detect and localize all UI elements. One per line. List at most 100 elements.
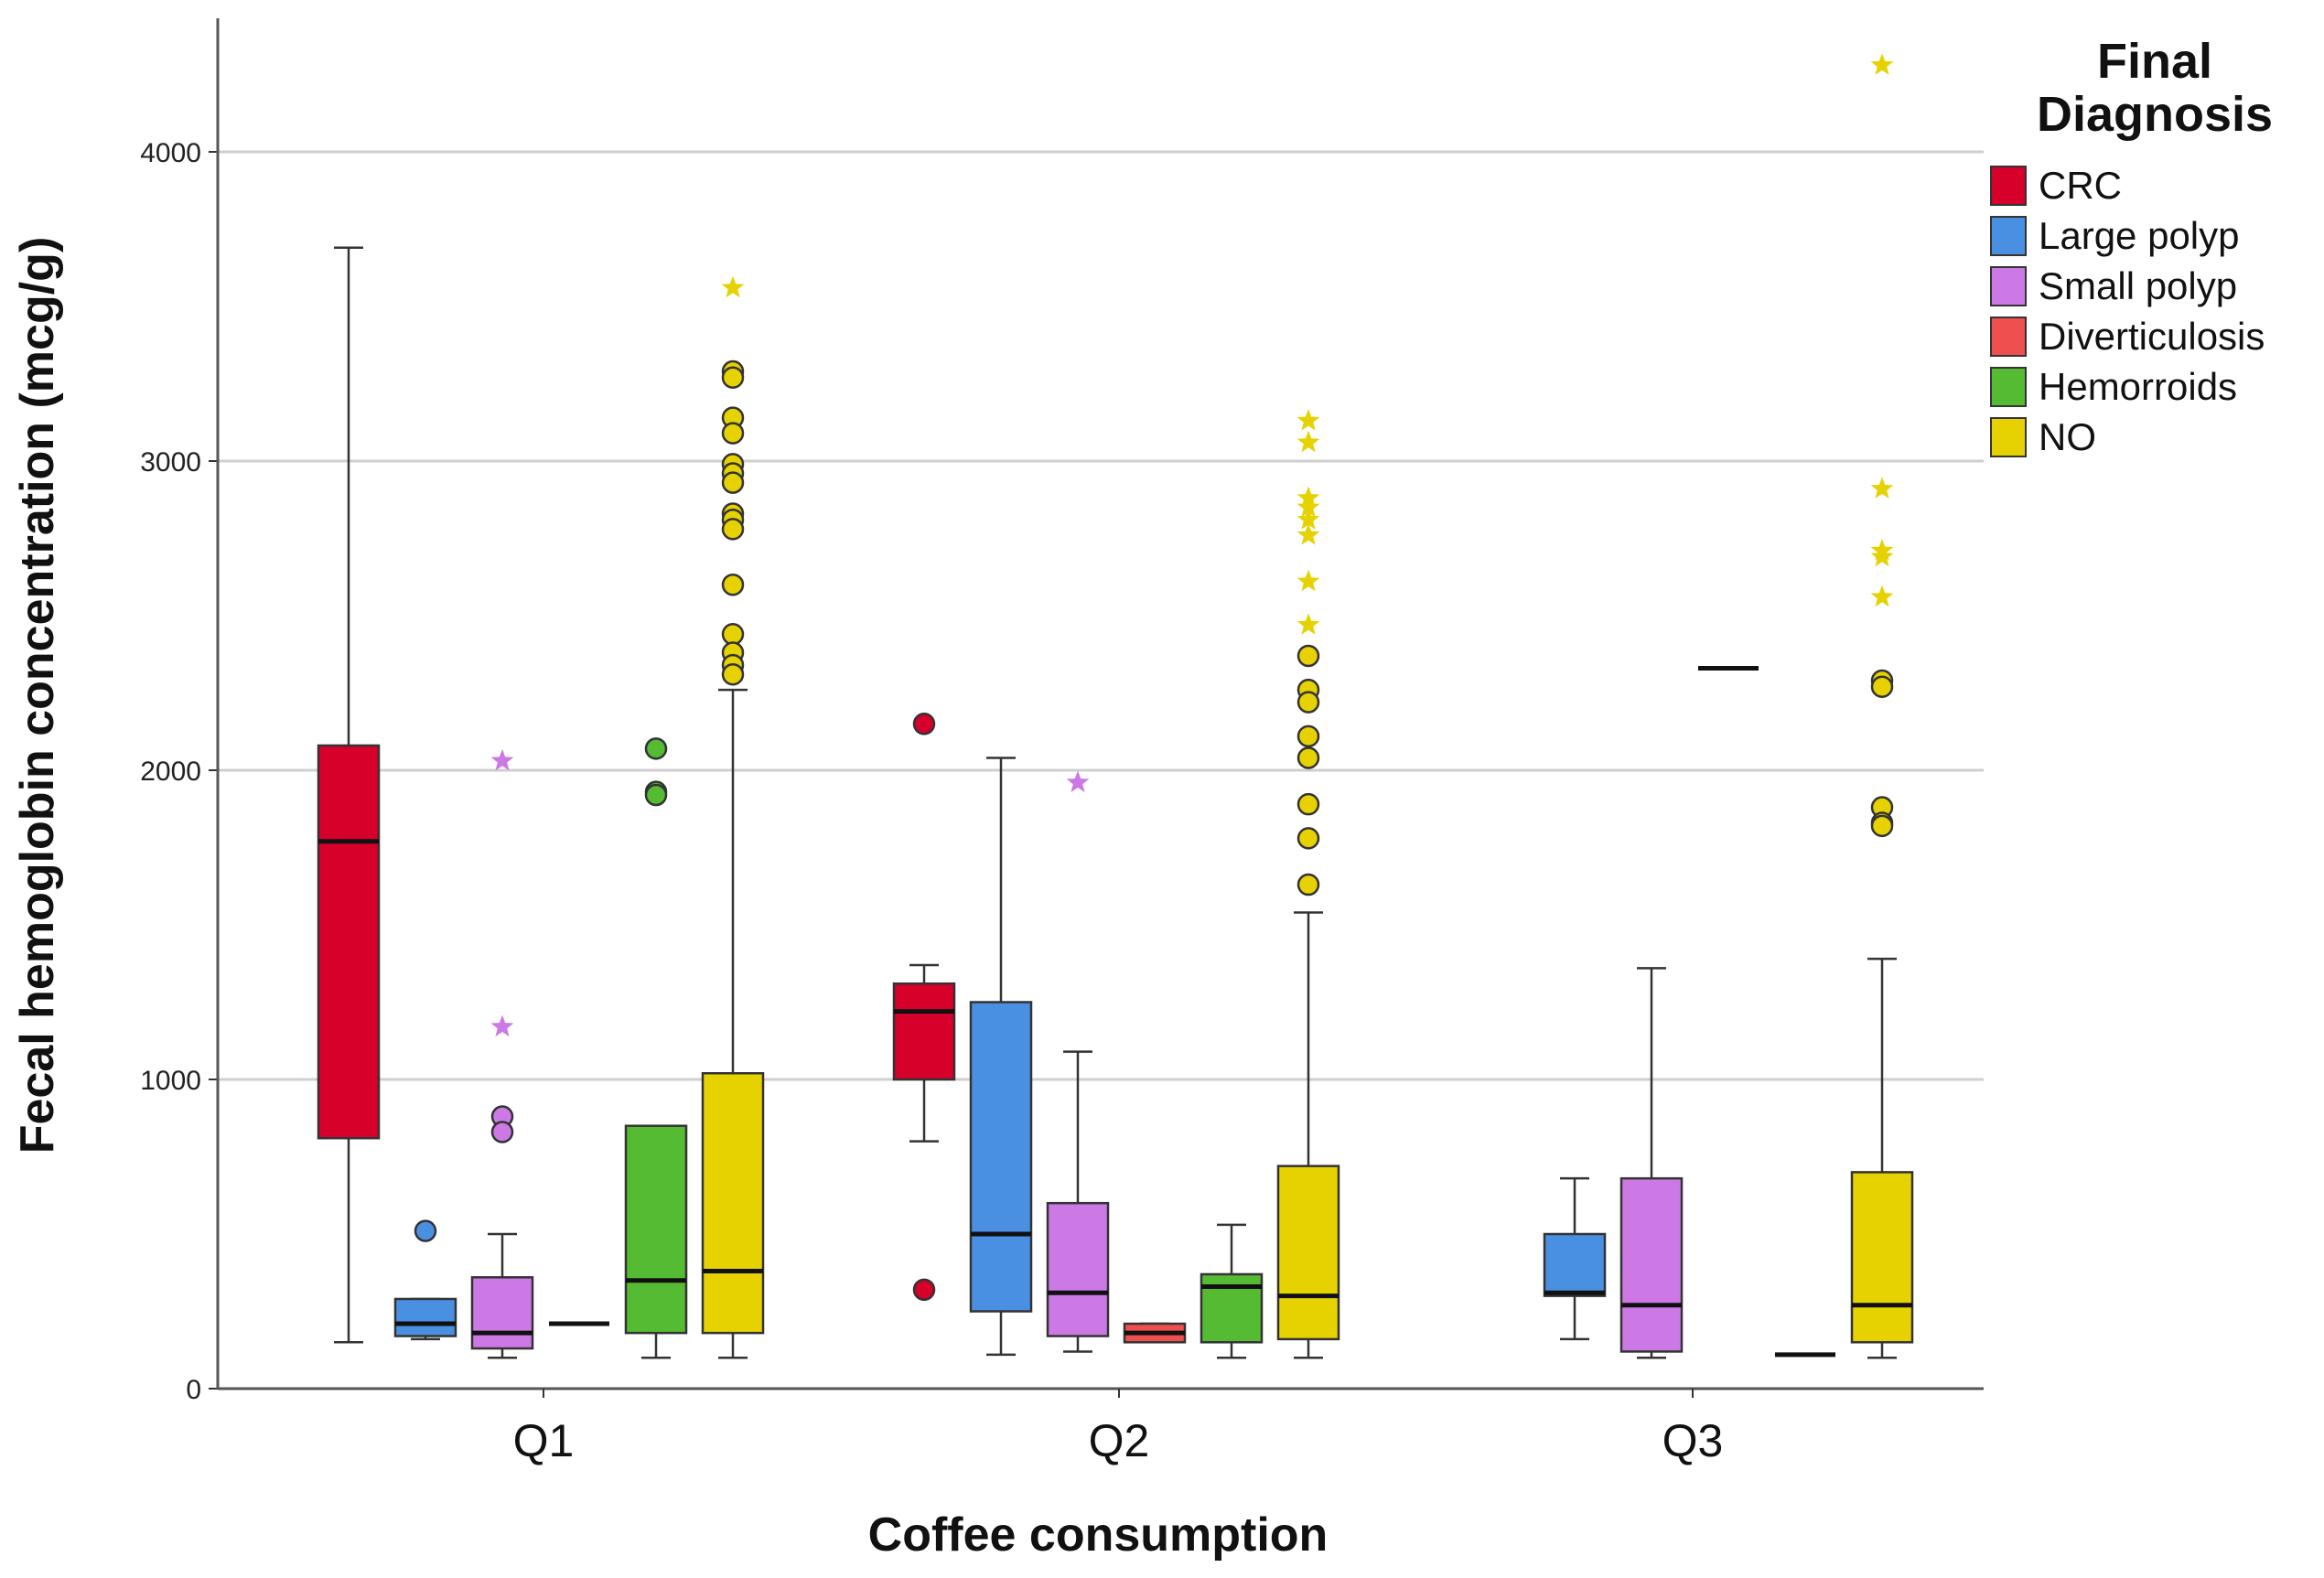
x-tick-label-q2: Q2 <box>1089 1415 1150 1466</box>
outlier-no-q2-3 <box>1296 725 1320 748</box>
legend-label-no: NO <box>2039 415 2096 458</box>
extreme-no-q2-0 <box>1296 409 1320 431</box>
box-rect-large-polyp-q3 <box>1543 1232 1607 1297</box>
outlier-no-q1-10 <box>721 573 745 596</box>
x-tick-label-q3: Q3 <box>1662 1415 1724 1466</box>
extreme-no-q2-7 <box>1296 613 1320 635</box>
legend-swatch-hemorroids <box>1990 367 2027 407</box>
legend: Final Diagnosis CRC Large polyp Small poly… <box>1990 34 2273 458</box>
extreme-no-q2-4 <box>1296 508 1320 530</box>
box-diverticulosis-q2 <box>1123 1322 1187 1344</box>
extreme-no-q2-3 <box>1296 495 1320 518</box>
box-rect-no-q2 <box>1276 1165 1340 1341</box>
box-rect-small-polyp-q1 <box>470 1276 534 1350</box>
outlier-large-polyp-q1-0 <box>414 1219 437 1242</box>
extreme-no-q3-0 <box>1870 53 1894 75</box>
outlier-no-q3-1 <box>1870 675 1894 698</box>
extreme-no-q1-0 <box>721 275 745 298</box>
y-tick-label-2000: 2000 <box>140 757 201 787</box>
outlier-no-q1-1 <box>721 366 745 389</box>
y-axis-ticks: 0 1000 2000 3000 4000 <box>140 138 218 1405</box>
legend-item-crc: CRC <box>1990 164 2122 207</box>
gridlines <box>218 150 1984 1081</box>
legend-label-large-polyp: Large polyp <box>2039 214 2240 257</box>
box-small-polyp-q3 <box>1619 967 1684 1359</box>
outlier-no-q2-5 <box>1296 792 1320 816</box>
outlier-hemorroids-q1-2 <box>644 783 668 807</box>
outlier-small-polyp-q1-1 <box>490 1121 514 1143</box>
extreme-no-q2-1 <box>1296 430 1320 453</box>
outlier-crc-q2-0 <box>912 713 936 735</box>
box-crc-q1 <box>317 246 381 1344</box>
box-rect-crc-q1 <box>317 744 381 1140</box>
box-hemorroids-q1 <box>624 737 688 1359</box>
box-no-q1 <box>701 275 765 1359</box>
outlier-hemorroids-q1-0 <box>644 737 668 760</box>
box-rect-small-polyp-q2 <box>1046 1201 1110 1337</box>
legend-label-hemorroids: Hemorroids <box>2039 365 2237 408</box>
y-tick-label-3000: 3000 <box>140 447 201 478</box>
outlier-no-q1-11 <box>721 623 745 646</box>
x-tick-label-q1: Q1 <box>513 1415 575 1466</box>
outlier-no-q1-3 <box>721 422 745 445</box>
legend-item-small-polyp: Small polyp <box>1990 264 2237 307</box>
box-no-q2 <box>1276 409 1340 1359</box>
boxes-layer <box>317 53 1914 1359</box>
legend-item-large-polyp: Large polyp <box>1990 214 2240 257</box>
legend-title-line1: Final <box>2097 34 2212 89</box>
x-axis-categories: Q1 Q2 Q3 <box>513 1389 1724 1466</box>
box-large-polyp-q1 <box>393 1219 457 1341</box>
outlier-no-q1-14 <box>721 662 745 686</box>
y-tick-label-1000: 1000 <box>140 1066 201 1096</box>
outlier-no-q3-4 <box>1870 814 1894 838</box>
extreme-no-q3-4 <box>1870 585 1894 607</box>
extreme-no-q3-3 <box>1870 544 1894 567</box>
outlier-no-q2-7 <box>1296 873 1320 896</box>
box-small-polyp-q1 <box>470 748 534 1359</box>
extreme-small-polyp-q1-1 <box>490 1014 514 1037</box>
legend-label-crc: CRC <box>2039 164 2122 207</box>
extreme-no-q2-6 <box>1296 569 1320 592</box>
box-rect-large-polyp-q1 <box>393 1297 457 1337</box>
legend-label-small-polyp: Small polyp <box>2039 264 2237 307</box>
box-hemorroids-q2 <box>1200 1223 1264 1359</box>
box-no-q3 <box>1850 53 1914 1359</box>
legend-swatch-large-polyp <box>1990 216 2027 256</box>
axes <box>216 18 1984 1390</box>
legend-item-no: NO <box>1990 415 2096 458</box>
legend-swatch-diverticulosis <box>1990 317 2027 357</box>
legend-label-diverticulosis: Diverticulosis <box>2039 315 2265 358</box>
box-rect-hemorroids-q1 <box>624 1124 688 1335</box>
extreme-small-polyp-q2-0 <box>1066 770 1090 792</box>
outlier-no-q1-9 <box>721 518 745 541</box>
legend-item-hemorroids: Hemorroids <box>1990 365 2237 408</box>
box-large-polyp-q2 <box>969 757 1033 1357</box>
y-axis-title: Fecal hemoglobin concentration (mcg/g) <box>11 237 64 1154</box>
box-rect-no-q1 <box>701 1071 765 1335</box>
box-rect-large-polyp-q2 <box>969 1001 1033 1313</box>
box-rect-no-q3 <box>1850 1171 1914 1344</box>
extreme-small-polyp-q1-0 <box>490 748 514 771</box>
legend-swatch-small-polyp <box>1990 266 2027 306</box>
legend-item-diverticulosis: Diverticulosis <box>1990 315 2265 358</box>
legend-title-line2: Diagnosis <box>2037 87 2273 142</box>
outlier-no-q2-6 <box>1296 827 1320 850</box>
legend-swatch-no <box>1990 417 2027 457</box>
extreme-no-q3-1 <box>1870 477 1894 499</box>
extreme-no-q2-5 <box>1296 523 1320 545</box>
y-tick-label-0: 0 <box>186 1375 201 1405</box>
box-large-polyp-q3 <box>1543 1176 1607 1341</box>
outlier-no-q2-0 <box>1296 644 1320 668</box>
box-rect-small-polyp-q3 <box>1619 1176 1684 1353</box>
outlier-no-q2-2 <box>1296 691 1320 714</box>
box-crc-q2 <box>892 713 956 1302</box>
outlier-crc-q2-1 <box>912 1278 936 1302</box>
x-axis-title: Coffee consumption <box>868 1508 1329 1562</box>
outlier-no-q1-6 <box>721 471 745 494</box>
box-rect-crc-q2 <box>892 982 956 1081</box>
box-small-polyp-q2 <box>1046 770 1110 1353</box>
y-tick-label-4000: 4000 <box>140 138 201 168</box>
outlier-no-q2-4 <box>1296 746 1320 769</box>
legend-swatch-crc <box>1990 166 2027 206</box>
